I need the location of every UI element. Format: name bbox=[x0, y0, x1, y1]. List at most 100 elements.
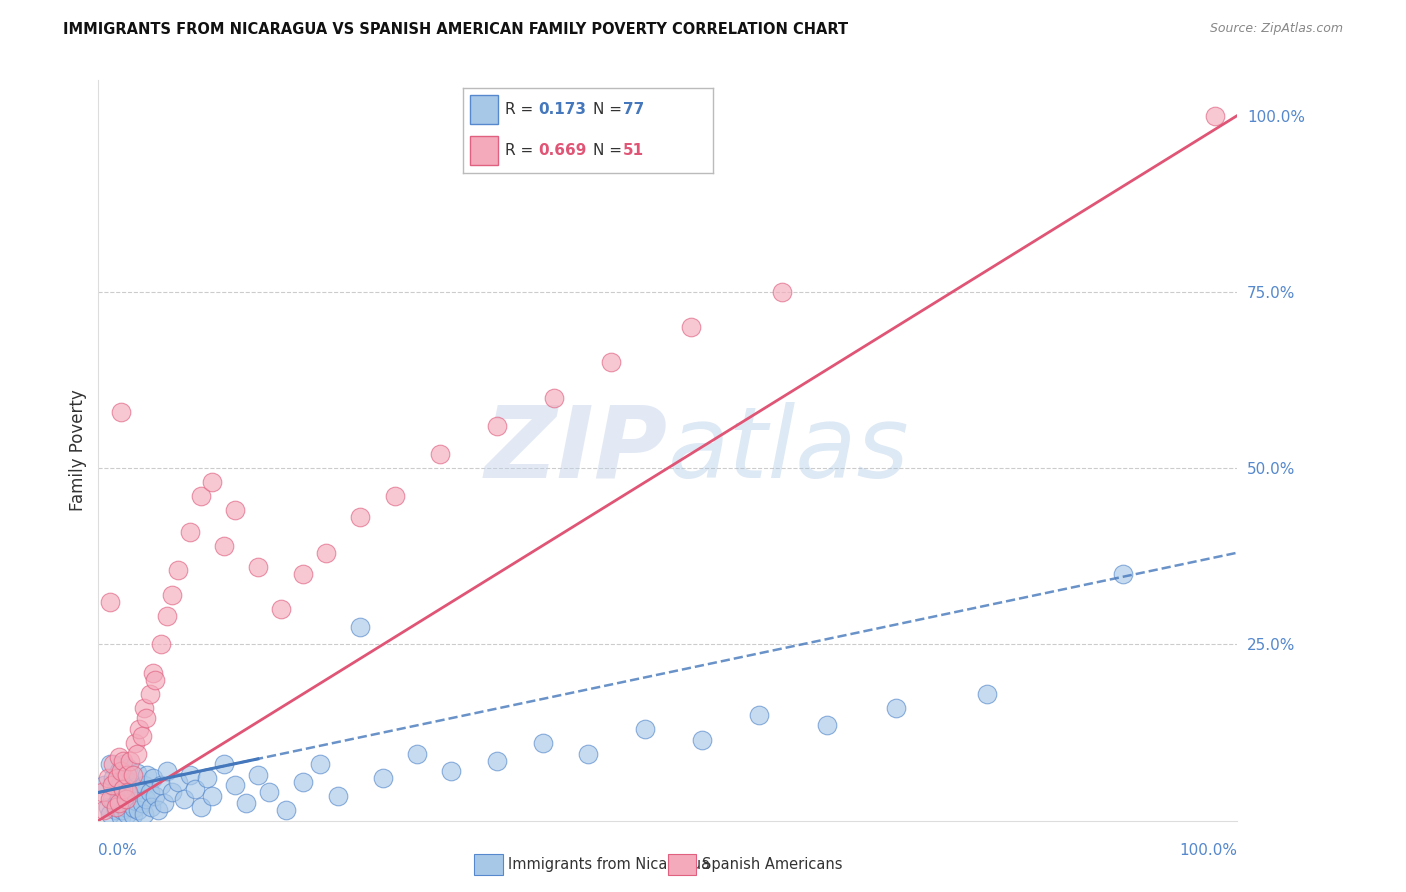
Point bbox=[110, 764, 132, 779]
Point bbox=[156, 609, 179, 624]
Point bbox=[138, 687, 160, 701]
Text: Spanish Americans: Spanish Americans bbox=[702, 857, 842, 871]
Point bbox=[135, 792, 157, 806]
Text: Immigrants from Nicaragua: Immigrants from Nicaragua bbox=[509, 857, 710, 871]
Point bbox=[115, 781, 138, 796]
Point bbox=[115, 806, 138, 821]
Point bbox=[103, 772, 125, 786]
Text: Source: ZipAtlas.com: Source: ZipAtlas.com bbox=[1209, 22, 1343, 36]
Point bbox=[93, 778, 115, 792]
Point bbox=[127, 803, 149, 817]
Point bbox=[108, 750, 131, 764]
Point bbox=[150, 637, 173, 651]
Point bbox=[770, 285, 793, 299]
Point bbox=[114, 772, 136, 786]
Point bbox=[531, 736, 554, 750]
Point bbox=[167, 775, 190, 789]
Point bbox=[270, 602, 292, 616]
Point bbox=[1112, 566, 1135, 581]
Point bbox=[115, 768, 138, 782]
Point bbox=[162, 588, 184, 602]
Point bbox=[112, 754, 135, 768]
Point bbox=[576, 747, 599, 761]
Point bbox=[132, 701, 155, 715]
Text: ZIP: ZIP bbox=[485, 402, 668, 499]
Point bbox=[235, 796, 257, 810]
Point bbox=[146, 803, 169, 817]
Point bbox=[108, 789, 131, 803]
Point bbox=[600, 355, 623, 369]
Point bbox=[184, 781, 207, 796]
Point bbox=[114, 799, 136, 814]
Point bbox=[201, 789, 224, 803]
Point bbox=[173, 792, 195, 806]
Point bbox=[634, 722, 657, 736]
Point bbox=[112, 785, 135, 799]
Point bbox=[429, 447, 451, 461]
Point bbox=[276, 803, 298, 817]
Point bbox=[111, 803, 134, 817]
Point bbox=[543, 391, 565, 405]
Point bbox=[96, 799, 118, 814]
Point bbox=[117, 761, 139, 775]
Point bbox=[110, 405, 132, 419]
Point bbox=[128, 722, 150, 736]
Point bbox=[101, 792, 124, 806]
Point bbox=[125, 794, 148, 808]
Point bbox=[101, 778, 124, 792]
Point bbox=[121, 787, 143, 801]
Point bbox=[118, 796, 141, 810]
Point bbox=[112, 757, 135, 772]
Point bbox=[224, 503, 246, 517]
Point bbox=[142, 772, 165, 786]
Point bbox=[114, 792, 136, 806]
Point bbox=[224, 778, 246, 792]
FancyBboxPatch shape bbox=[668, 854, 696, 875]
Point bbox=[110, 775, 132, 789]
Point bbox=[96, 772, 118, 786]
Point bbox=[259, 785, 281, 799]
Point bbox=[117, 785, 139, 799]
Point bbox=[124, 736, 146, 750]
Y-axis label: Family Poverty: Family Poverty bbox=[69, 390, 87, 511]
Point bbox=[246, 768, 269, 782]
Point bbox=[1204, 109, 1226, 123]
Point bbox=[108, 764, 131, 779]
Point bbox=[486, 754, 509, 768]
Text: 100.0%: 100.0% bbox=[1180, 843, 1237, 858]
Point bbox=[748, 707, 770, 722]
Point bbox=[195, 772, 218, 786]
Point bbox=[315, 546, 337, 560]
Point bbox=[145, 673, 167, 687]
Point bbox=[145, 789, 167, 803]
Point bbox=[120, 775, 142, 789]
Point bbox=[179, 768, 201, 782]
FancyBboxPatch shape bbox=[474, 854, 503, 875]
Point bbox=[326, 789, 349, 803]
Point bbox=[309, 757, 332, 772]
Text: atlas: atlas bbox=[668, 402, 910, 499]
Point bbox=[98, 806, 121, 821]
Point bbox=[93, 803, 115, 817]
Point bbox=[98, 595, 121, 609]
Point bbox=[121, 808, 143, 822]
Point bbox=[212, 757, 235, 772]
Point bbox=[190, 489, 212, 503]
Point bbox=[150, 778, 173, 792]
Point bbox=[132, 778, 155, 792]
Point bbox=[690, 732, 713, 747]
Point bbox=[679, 320, 702, 334]
Point bbox=[292, 775, 315, 789]
Point bbox=[153, 796, 176, 810]
Point bbox=[371, 772, 394, 786]
Point bbox=[349, 510, 371, 524]
Point bbox=[156, 764, 179, 779]
Point bbox=[212, 539, 235, 553]
Point bbox=[132, 806, 155, 821]
Point bbox=[104, 781, 127, 796]
Point bbox=[246, 559, 269, 574]
Point bbox=[139, 799, 162, 814]
Point bbox=[486, 418, 509, 433]
Point bbox=[136, 768, 159, 782]
Point bbox=[120, 754, 142, 768]
